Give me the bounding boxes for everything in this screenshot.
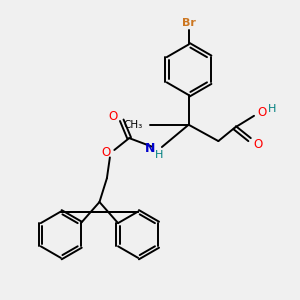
Text: O: O <box>258 106 267 119</box>
Text: O: O <box>101 146 111 160</box>
Text: H: H <box>155 150 163 161</box>
Text: O: O <box>109 110 118 123</box>
Text: N: N <box>145 142 155 155</box>
Text: Br: Br <box>182 18 196 28</box>
Text: H: H <box>267 104 276 114</box>
Text: CH₃: CH₃ <box>123 120 142 130</box>
Text: O: O <box>253 138 262 152</box>
